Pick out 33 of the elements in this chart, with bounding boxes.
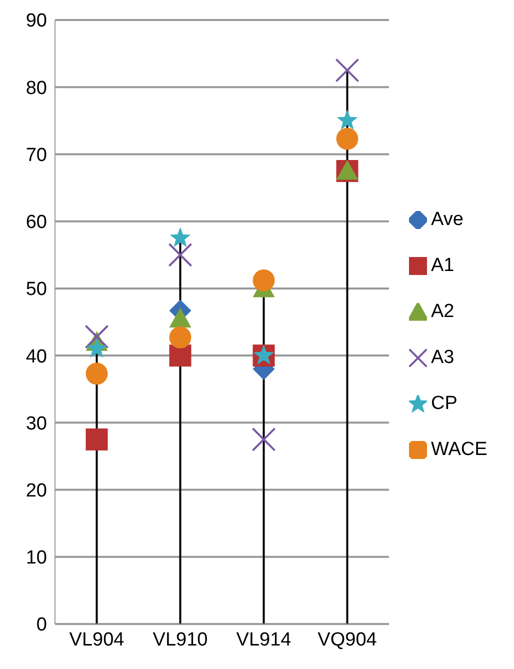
y-tick-label: 20 bbox=[26, 480, 47, 502]
y-tick-label: 30 bbox=[26, 413, 47, 434]
legend-label: A1 bbox=[431, 254, 454, 276]
point bbox=[170, 227, 191, 248]
x-tick-label: VL904 bbox=[69, 629, 125, 650]
point bbox=[169, 308, 192, 328]
legend-label: WACE bbox=[431, 438, 488, 460]
legend-label: CP bbox=[431, 392, 458, 414]
legend-label: Ave bbox=[431, 208, 464, 230]
y-tick-label: 90 bbox=[26, 10, 47, 32]
legend-label: A2 bbox=[431, 300, 454, 322]
legend-label: A3 bbox=[431, 346, 454, 368]
y-tick-label: 0 bbox=[36, 614, 47, 636]
point bbox=[335, 58, 360, 82]
point bbox=[168, 242, 192, 267]
y-tick-label: 40 bbox=[26, 346, 47, 368]
point bbox=[169, 344, 192, 367]
y-tick-label: 60 bbox=[26, 212, 47, 234]
point bbox=[86, 428, 108, 450]
y-tick-label: 50 bbox=[26, 279, 47, 300]
y-tick-label: 70 bbox=[26, 144, 47, 166]
point bbox=[86, 338, 108, 358]
point bbox=[252, 427, 276, 452]
point bbox=[336, 128, 358, 150]
y-tick-label: 10 bbox=[26, 548, 47, 569]
point bbox=[252, 269, 275, 292]
y-tick-label: 80 bbox=[26, 78, 47, 99]
point bbox=[336, 110, 358, 130]
point bbox=[169, 326, 192, 348]
x-tick-label: VQ904 bbox=[318, 629, 378, 650]
x-tick-label: VL914 bbox=[236, 629, 292, 650]
x-tick-label: VL910 bbox=[152, 629, 208, 650]
point bbox=[86, 362, 108, 385]
